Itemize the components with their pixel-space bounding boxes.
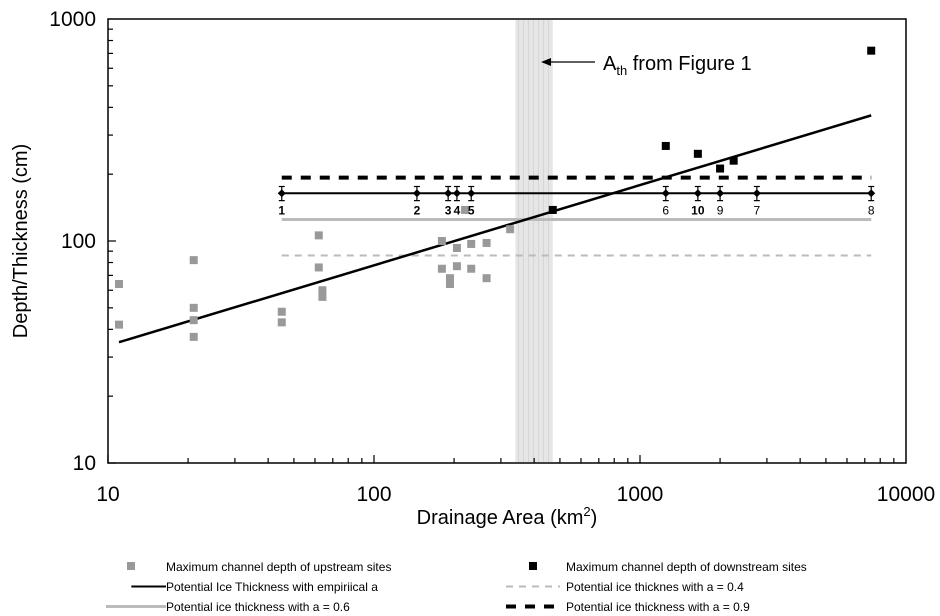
legend-item-a09: Potential ice thickness with a = 0.9 [500, 597, 750, 616]
site-label: 7 [754, 203, 761, 217]
x-axis-title: Drainage Area (km2) [417, 504, 598, 529]
site-label: 4 [454, 203, 461, 217]
y-tick-label: 100 [61, 230, 96, 253]
empirical-ice-markers: 1 2 3 4 5 6 10 9 7 8 [277, 185, 876, 217]
empirical-marker [452, 189, 461, 198]
site-label: 10 [691, 203, 705, 217]
y-axis-title: Depth/Thickness (cm) [10, 144, 32, 339]
upstream-point [189, 316, 198, 325]
chart: 1 2 3 4 5 6 10 9 7 8 10 100 1000 10000 10 100 1000 Ath … [10, 8, 935, 529]
empirical-marker [444, 189, 453, 198]
threshold-annotation-rest: from Figure 1 [627, 53, 751, 75]
upstream-point [482, 238, 491, 247]
upstream-point [506, 225, 515, 234]
x-axis-title-close: ) [591, 507, 598, 529]
x-tick-label: 100 [356, 483, 391, 506]
legend-item-a04: Potential ice thicknes with a = 0.4 [500, 577, 744, 596]
threshold-band [515, 20, 553, 462]
x-tick-label: 10000 [877, 483, 935, 506]
upstream-point [115, 320, 124, 329]
threshold-annotation-main: A [603, 53, 617, 75]
upstream-point [189, 332, 198, 341]
site-label: 8 [868, 203, 875, 217]
upstream-point [482, 274, 491, 283]
empirical-marker [412, 189, 421, 198]
site-label: 6 [662, 203, 669, 217]
y-tick-label: 10 [73, 452, 96, 475]
trend-line [118, 114, 872, 344]
downstream-point [661, 141, 670, 150]
site-points [115, 46, 876, 341]
empirical-marker [867, 189, 876, 198]
legend: Maximum channel depth of upstream sites … [100, 557, 900, 616]
legend-a04-symbol [506, 585, 560, 588]
threshold-annotation-text: Ath from Figure 1 [603, 53, 752, 78]
threshold-annotation-sub: th [616, 63, 627, 78]
site-label: 2 [414, 203, 421, 217]
downstream-point [867, 46, 876, 55]
upstream-point [314, 263, 323, 272]
upstream-point [452, 262, 461, 271]
downstream-point [693, 149, 702, 158]
legend-empirical-symbol [131, 585, 166, 588]
legend-item-upstream: Maximum channel depth of upstream sites [100, 557, 391, 576]
empirical-marker [716, 189, 725, 198]
empirical-marker [277, 189, 286, 198]
site-label: 1 [278, 203, 285, 217]
legend-a04-label: Potential ice thicknes with a = 0.4 [566, 579, 744, 594]
x-tick-label: 1000 [617, 483, 664, 506]
site-label: 5 [468, 203, 475, 217]
upstream-point [445, 280, 454, 289]
legend-item-a06: Potential ice thickness with a = 0.6 [62, 597, 350, 616]
ice-thickness-lines [281, 175, 872, 257]
site-label: 9 [717, 203, 724, 217]
threshold-band-hatch [517, 20, 549, 462]
trend-lines [118, 114, 872, 344]
upstream-point [314, 231, 323, 240]
upstream-point [189, 303, 198, 312]
upstream-point [277, 307, 286, 316]
empirical-marker [752, 189, 761, 198]
upstream-point [467, 264, 476, 273]
empirical-marker [467, 189, 476, 198]
legend-a09-label: Potential ice thickness with a = 0.9 [566, 599, 750, 614]
site-label: 3 [445, 203, 452, 217]
upstream-point [318, 286, 327, 295]
legend-empirical-label: Potential Ice Thickness with empiriical … [166, 579, 378, 594]
x-axis-title-sup: 2 [583, 504, 590, 519]
legend-downstream-symbol [529, 562, 537, 570]
annotation-arrow-head [541, 58, 551, 66]
upstream-point [445, 274, 454, 283]
upstream-point [189, 256, 198, 265]
upstream-point [437, 264, 446, 273]
downstream-point [716, 164, 725, 173]
upstream-point [467, 239, 476, 248]
empirical-marker [693, 189, 702, 198]
legend-item-downstream: Maximum channel depth of downstream site… [500, 557, 807, 576]
legend-item-empirical: Potential Ice Thickness with empiriical … [62, 577, 378, 596]
threshold-annotation: Ath from Figure 1 [541, 53, 752, 78]
legend-upstream-symbol [127, 562, 135, 570]
x-tick-label: 10 [96, 483, 119, 506]
legend-a09-symbol [506, 604, 560, 609]
legend-upstream-label: Maximum channel depth of upstream sites [166, 559, 392, 574]
axis-ticks: 10 100 1000 10000 10 100 1000 [49, 8, 935, 506]
y-tick-label: 1000 [49, 8, 96, 31]
upstream-point [318, 292, 327, 301]
upstream-point [452, 243, 461, 252]
legend-a06-symbol [106, 605, 166, 608]
legend-downstream-label: Maximum channel depth of downstream site… [566, 559, 807, 574]
downstream-point [548, 205, 557, 214]
upstream-point [437, 237, 446, 245]
upstream-point [115, 280, 124, 289]
plot-area [108, 19, 906, 463]
x-axis-title-main: Drainage Area (km [417, 507, 584, 529]
legend-a06-label: Potential ice thickness with a = 0.6 [166, 599, 350, 614]
upstream-point [277, 318, 286, 327]
empirical-marker [661, 189, 670, 198]
downstream-point [729, 156, 738, 165]
upstream-point [461, 205, 470, 214]
